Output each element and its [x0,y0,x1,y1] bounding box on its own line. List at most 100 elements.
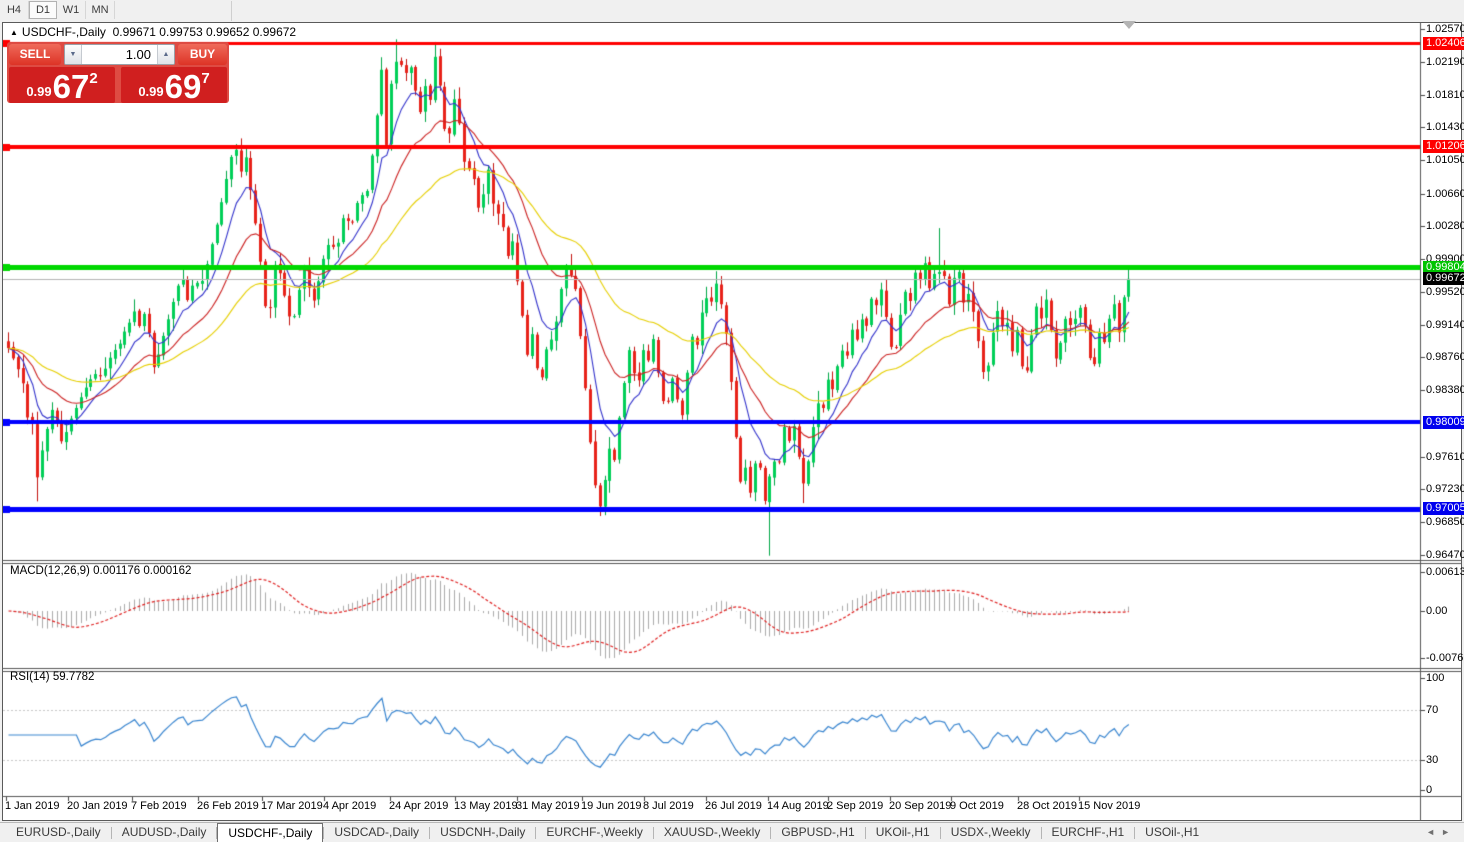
date-tick-label: 24 Apr 2019 [389,800,449,812]
price-tick-label: 0.97610 [1426,451,1464,463]
indicator-tick-label: -0.007612 [1426,652,1464,664]
chart-tab-usoil-h1[interactable]: USOil-,H1 [1145,825,1200,839]
buy-price-base: 0.99 [138,84,164,99]
indicator-tick-label: 100 [1426,672,1445,684]
chart-tab-eurusd-daily[interactable]: EURUSD-,Daily [16,825,101,839]
date-tick-label: 4 Apr 2019 [323,800,377,812]
chart-ohlc-values: 0.99671 0.99753 0.99652 0.99672 [112,25,297,39]
tab-separator [939,827,941,839]
timeframe-button-mn[interactable]: MN [86,1,115,19]
volume-input[interactable]: 1.00 [125,47,151,62]
chart-tab-usdx-weekly[interactable]: USDX-,Weekly [950,825,1031,839]
sell-price-point: 2 [89,70,98,87]
chart-tab-gbpusd-h1[interactable]: GBPUSD-,H1 [781,825,855,839]
rsi-label: RSI(14) 59.7782 [10,671,95,683]
buy-price-point: 7 [201,70,210,87]
sell-price-base: 0.99 [26,84,52,99]
indicator-tick-label: 0.00 [1426,605,1448,617]
hline-price-label: 0.99672 [1423,272,1464,285]
chart-tab-usdcad-daily[interactable]: USDCAD-,Daily [334,825,420,839]
price-tick-label: 0.96850 [1426,516,1464,528]
hline-price-label: 0.98009 [1423,416,1464,429]
chart-tab-usdchf-daily[interactable]: USDCHF-,Daily [217,823,324,842]
tab-separator [110,827,112,839]
toolbar-divider [231,1,232,21]
hline-price-label: 1.02406 [1423,37,1464,50]
chart-tab-eurchf-weekly[interactable]: EURCHF-,Weekly [546,825,643,839]
date-tick-label: 20 Sep 2019 [889,800,952,812]
price-tick-label: 0.97230 [1426,483,1464,495]
scroll-to-end-icon[interactable] [1122,21,1136,29]
price-tick-label: 0.99520 [1426,286,1464,298]
indicator-tick-label: 70 [1426,704,1439,716]
collapse-triangle-icon[interactable]: ▲ [10,28,18,37]
tab-separator [1134,827,1136,839]
date-tick-label: 13 May 2019 [454,800,518,812]
buy-price-quote[interactable]: 0.99 69 7 [121,67,227,103]
date-tick-label: 26 Jul 2019 [705,800,762,812]
hline-price-label: 0.99804 [1423,261,1464,274]
chart-tab-xauusd-weekly[interactable]: XAUUSD-,Weekly [663,825,761,839]
hline-price-label: 1.01206 [1423,140,1464,153]
sell-price-pips: 67 [52,68,90,105]
sell-button[interactable]: SELL [9,44,61,65]
tab-separator [1040,827,1042,839]
macd-label: MACD(12,26,9) 0.001176 0.000162 [10,565,192,577]
price-tick-label: 1.02190 [1426,56,1464,68]
chart-tab-eurchf-h1[interactable]: EURCHF-,H1 [1051,825,1125,839]
buy-button[interactable]: BUY [178,44,227,65]
price-tick-label: 0.98760 [1426,351,1464,363]
date-tick-label: 20 Jan 2019 [67,800,128,812]
date-tick-label: 9 Oct 2019 [950,800,1004,812]
indicator-tick-label: 0.00613 [1426,566,1464,578]
hline-price-label: 0.97005 [1423,502,1464,515]
date-tick-label: 14 Aug 2019 [767,800,829,812]
volume-increase-icon[interactable]: ▲ [157,45,174,64]
indicator-tick-label: 0 [1426,784,1433,796]
price-tick-label: 1.01050 [1426,154,1464,166]
chart-canvas[interactable] [3,23,1461,820]
date-tick-label: 1 Jan 2019 [5,800,60,812]
date-tick-label: 19 Jun 2019 [581,800,642,812]
volume-stepper: ▼ 1.00 ▲ [64,44,175,65]
tab-separator [864,827,866,839]
tab-separator [652,827,654,839]
tab-scroll-left-icon[interactable]: ◄ [1426,827,1442,837]
volume-decrease-icon[interactable]: ▼ [65,45,82,64]
chart-window [2,22,1462,821]
price-tick-label: 1.00660 [1426,188,1464,200]
tab-separator [535,827,537,839]
chart-title: ▲ USDCHF-,Daily 0.99671 0.99753 0.99652 0… [10,25,296,39]
tab-separator [323,827,325,839]
tab-container: EURUSD-,Daily AUDUSD-,Daily USDCHF-,Daily U… [6,823,1209,842]
timeframe-toolbar: H4 D1 W1 MN [0,0,1464,22]
date-tick-label: 26 Feb 2019 [197,800,259,812]
sell-price-quote[interactable]: 0.99 67 2 [9,67,115,103]
price-tick-label: 0.98380 [1426,384,1464,396]
date-tick-label: 28 Oct 2019 [1017,800,1077,812]
price-tick-label: 0.99140 [1426,319,1464,331]
chart-tab-audusd-daily[interactable]: AUDUSD-,Daily [121,825,207,839]
timeframe-button-w1[interactable]: W1 [57,1,86,19]
tab-scroll-arrows[interactable]: ◄► [1426,827,1456,837]
timeframe-button-d1[interactable]: D1 [29,1,57,19]
buy-price-pips: 69 [164,68,202,105]
price-tick-label: 1.02570 [1426,23,1464,35]
price-tick-label: 1.01810 [1426,89,1464,101]
price-tick-label: 1.00280 [1426,220,1464,232]
timeframe-button-h4[interactable]: H4 [0,1,29,19]
date-tick-label: 8 Jul 2019 [643,800,694,812]
one-click-trade-panel: SELL ▼ 1.00 ▲ BUY 0.99 67 2 0.99 69 7 [7,42,229,103]
indicator-tick-label: 30 [1426,754,1439,766]
chart-tab-bar: EURUSD-,Daily AUDUSD-,Daily USDCHF-,Daily U… [0,822,1464,842]
date-tick-label: 17 Mar 2019 [261,800,323,812]
date-tick-label: 2 Sep 2019 [827,800,884,812]
price-tick-label: 0.96470 [1426,549,1464,561]
tab-separator [770,827,772,839]
chart-tab-ukoil-h1[interactable]: UKOil-,H1 [875,825,930,839]
tab-scroll-right-icon[interactable]: ► [1441,827,1456,837]
chart-tab-usdcnh-daily[interactable]: USDCNH-,Daily [440,825,526,839]
chart-symbol-label: USDCHF-,Daily [21,25,106,39]
date-tick-label: 7 Feb 2019 [131,800,187,812]
